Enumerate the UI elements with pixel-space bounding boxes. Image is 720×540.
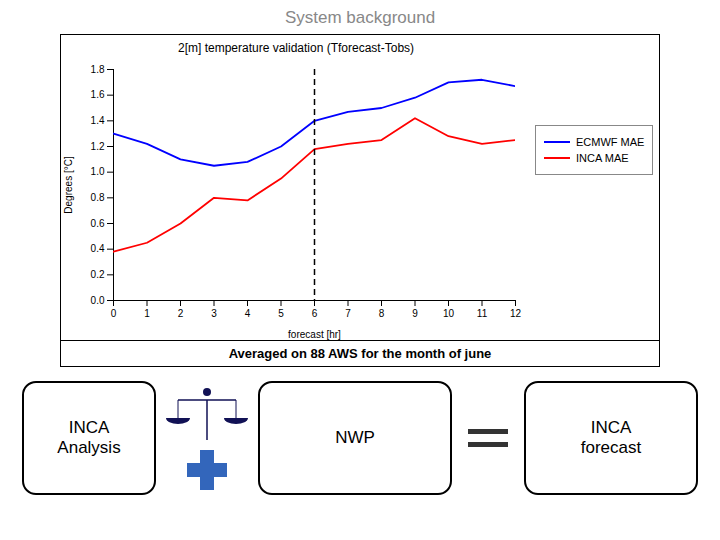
svg-text:3: 3: [211, 308, 217, 319]
html-text:INCA Analysis: INCA Analysis: [57, 418, 121, 457]
html-text:INCA MAE: INCA MAE: [576, 152, 629, 164]
svg-text:12: 12: [510, 308, 522, 319]
svg-text:0.2: 0.2: [91, 269, 105, 280]
svg-text:10: 10: [443, 308, 455, 319]
html-text:2[m] temperature validation (T: 2[m] temperature validation (Tforecast-T…: [178, 41, 414, 55]
html-text:ECMWF MAE: ECMWF MAE: [576, 136, 645, 148]
html-text:INCA forecast: INCA forecast: [580, 418, 642, 457]
svg-text:6: 6: [312, 308, 318, 319]
svg-text:2: 2: [178, 308, 184, 319]
svg-text:0: 0: [111, 308, 117, 319]
svg-text:1: 1: [144, 308, 150, 319]
html-text:System background: System background: [284, 8, 436, 27]
svg-text:7: 7: [345, 308, 351, 319]
svg-text:5: 5: [278, 308, 284, 319]
svg-text:0.0: 0.0: [91, 295, 105, 306]
svg-text:0.6: 0.6: [91, 218, 105, 229]
html-text:NWP: NWP: [335, 428, 375, 447]
svg-text:forecast [hr]: forecast [hr]: [288, 329, 341, 340]
svg-text:Degrees [°C]: Degrees [°C]: [63, 156, 74, 214]
html-text:Averaged on 88 AWS for the mon: Averaged on 88 AWS for the month of june: [228, 346, 492, 361]
svg-text:9: 9: [412, 308, 418, 319]
svg-text:1.2: 1.2: [91, 141, 105, 152]
svg-text:4: 4: [245, 308, 251, 319]
svg-text:1.4: 1.4: [91, 115, 105, 126]
svg-text:0.4: 0.4: [91, 243, 105, 254]
svg-text:1.6: 1.6: [91, 89, 105, 100]
svg-text:8: 8: [379, 308, 385, 319]
svg-text:0.8: 0.8: [91, 192, 105, 203]
svg-text:1.0: 1.0: [91, 166, 105, 177]
svg-text:11: 11: [477, 308, 488, 319]
svg-text:1.8: 1.8: [91, 64, 105, 75]
